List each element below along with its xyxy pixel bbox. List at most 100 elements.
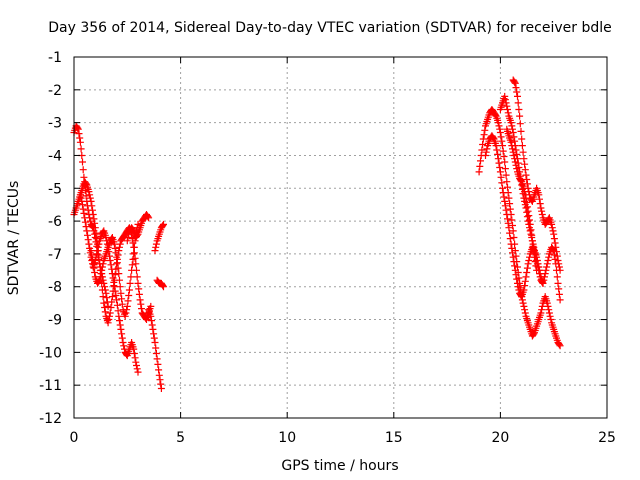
data-point <box>553 252 561 260</box>
data-point <box>525 257 533 264</box>
data-point <box>103 294 111 302</box>
data-point <box>512 161 520 169</box>
y-tick-label: -4 <box>48 148 62 164</box>
y-tick-label: -12 <box>39 411 62 427</box>
data-point <box>91 230 99 238</box>
data-point <box>121 312 129 320</box>
data-point <box>79 166 87 174</box>
data-point <box>115 312 123 320</box>
data-point <box>111 244 119 252</box>
data-point <box>85 188 93 196</box>
data-point <box>506 200 514 208</box>
data-point <box>526 216 533 224</box>
data-point <box>119 339 127 346</box>
y-tick-label: -7 <box>48 247 62 263</box>
data-point <box>526 227 534 235</box>
data-point <box>95 277 103 285</box>
chart-title: Day 356 of 2014, Sidereal Day-to-day VTE… <box>48 20 612 36</box>
data-point <box>151 247 159 255</box>
data-point <box>152 240 160 248</box>
data-point <box>89 206 96 214</box>
data-point <box>551 239 559 247</box>
data-point <box>538 306 546 314</box>
data-point <box>130 250 138 258</box>
data-point <box>504 219 512 227</box>
data-point <box>545 253 553 261</box>
data-point <box>546 312 554 320</box>
data-point <box>117 289 125 297</box>
y-tick-label: -2 <box>48 83 62 99</box>
data-point <box>504 109 512 117</box>
data-point <box>477 157 484 165</box>
y-tick-label: -11 <box>39 378 62 394</box>
data-point <box>99 260 107 268</box>
data-point <box>509 148 517 156</box>
data-point <box>100 299 108 307</box>
data-point <box>144 213 152 221</box>
data-point <box>95 253 103 261</box>
data-point <box>90 215 98 223</box>
series-track-1 <box>70 122 112 310</box>
series-track-2 <box>70 191 142 376</box>
data-point <box>508 122 516 130</box>
data-point <box>522 194 530 202</box>
x-tick-label: 20 <box>491 430 509 446</box>
data-point <box>482 152 489 159</box>
data-point <box>498 137 506 145</box>
data-point <box>529 242 537 250</box>
data-point <box>157 385 165 392</box>
data-point <box>134 279 142 287</box>
y-tick-label: -9 <box>48 313 62 329</box>
data-point <box>501 197 509 205</box>
data-point <box>539 279 547 287</box>
data-point <box>521 306 529 314</box>
data-point <box>521 309 529 317</box>
data-point <box>91 269 99 276</box>
data-point <box>495 122 503 130</box>
data-point <box>547 316 555 323</box>
data-point <box>149 325 157 333</box>
data-point <box>503 178 511 186</box>
y-tick-label: -1 <box>48 50 62 66</box>
data-point <box>152 350 160 357</box>
data-point <box>125 286 133 294</box>
data-point <box>537 204 545 212</box>
data-point <box>505 194 513 202</box>
data-point <box>489 134 497 142</box>
data-point <box>499 147 507 155</box>
data-point <box>93 235 101 243</box>
data-point <box>88 202 96 210</box>
y-axis-label: SDTVAR / TECUs <box>6 181 22 296</box>
data-point <box>145 214 153 222</box>
data-point <box>524 207 532 215</box>
data-point <box>517 127 525 135</box>
data-point <box>76 134 84 142</box>
data-point <box>496 164 504 171</box>
data-point <box>133 362 140 369</box>
data-point <box>527 226 535 234</box>
data-point <box>531 247 538 255</box>
data-point <box>499 184 506 192</box>
grid-lines <box>74 57 607 418</box>
data-point <box>500 193 508 201</box>
data-point <box>113 253 121 261</box>
data-point <box>510 234 518 241</box>
data-point <box>526 220 534 228</box>
data-point <box>122 309 130 317</box>
data-point <box>509 145 516 153</box>
data-point <box>496 168 504 176</box>
data-point <box>102 234 110 241</box>
data-point <box>481 126 489 134</box>
data-point <box>137 300 145 308</box>
data-point <box>518 135 526 143</box>
data-point <box>508 216 516 224</box>
data-point <box>521 160 529 168</box>
data-point <box>514 283 522 291</box>
data-point <box>502 171 510 179</box>
y-tick-label: -5 <box>48 181 62 197</box>
data-point <box>114 307 122 315</box>
data-point <box>151 339 159 346</box>
x-tick-label: 15 <box>385 430 403 446</box>
data-point <box>74 124 82 132</box>
axis-ticks: 0 5 10 15 20 25 -12 -11 -10 -9 -8 -7 -6 -5 -4 -3 -2 -1 <box>39 50 616 446</box>
